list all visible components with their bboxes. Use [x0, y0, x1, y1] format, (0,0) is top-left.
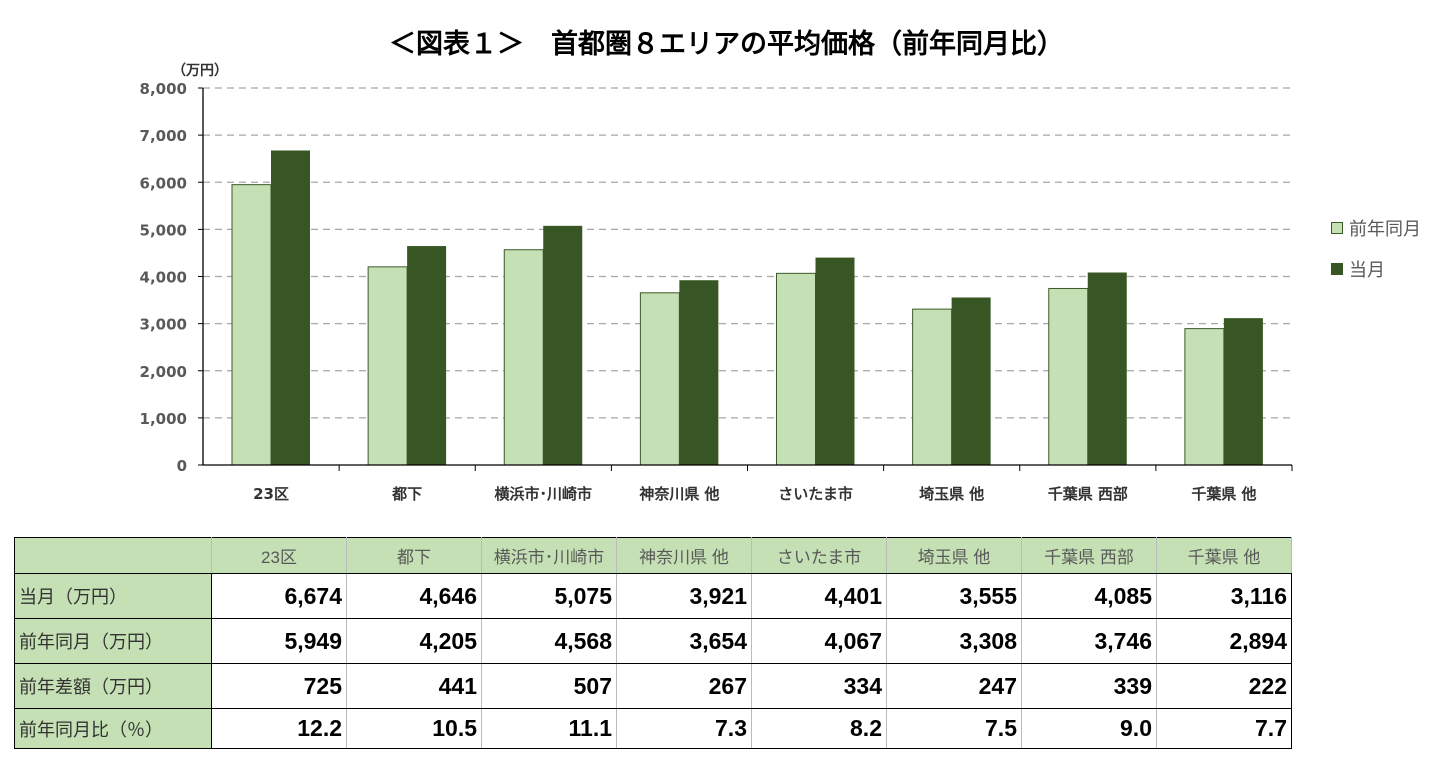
column-header: 埼玉県 他 [886, 537, 1022, 574]
table-cell: 3,308 [886, 618, 1022, 664]
bar-current [1223, 318, 1263, 465]
table-cell: 9.0 [1021, 708, 1157, 749]
table-cell: 2,894 [1156, 618, 1292, 664]
row-label: 前年同月（万円） [14, 618, 212, 664]
table-cell: 8.2 [751, 708, 887, 749]
x-tick-label: 埼玉県 他 [919, 485, 984, 503]
table-cell: 7.3 [616, 708, 752, 749]
table-cell: 6,674 [211, 573, 347, 619]
table-cell: 5,075 [481, 573, 617, 619]
bar-prev-year [503, 249, 544, 466]
y-tick-label: 5,000 [140, 221, 187, 239]
bar-prev-year [912, 308, 953, 466]
table-cell: 507 [481, 663, 617, 709]
table-cell: 3,555 [886, 573, 1022, 619]
column-header: さいたま市 [751, 537, 887, 574]
bar-current [271, 150, 310, 466]
y-axis-unit: （万円） [172, 63, 228, 79]
x-tick-label: 23区 [253, 485, 289, 503]
table-cell: 267 [616, 663, 752, 709]
table-row: 前年差額（万円） 725 441 507 267 334 247 339 222 [14, 663, 1292, 709]
table-cell: 4,401 [751, 573, 887, 619]
legend-label: 前年同月 [1349, 219, 1421, 240]
table-header-row: 23区 都下 横浜市･川崎市 神奈川県 他さいたま市 埼玉県 他千葉県 西部 千葉県 他 [14, 537, 1292, 574]
y-tick-label: 7,000 [140, 127, 187, 145]
bar-current [815, 257, 855, 465]
table-cell: 4,205 [346, 618, 482, 664]
table-cell: 222 [1156, 663, 1292, 709]
x-tick-label: 都下 [391, 485, 422, 503]
bar-chart: （万円） 0 1,000 2,000 3,000 4,000 5,000 6,000 7,000… [140, 63, 1293, 503]
column-header: 都下 [346, 537, 482, 574]
legend-swatch-prev-year [1331, 222, 1343, 234]
table-cell: 3,116 [1156, 573, 1292, 619]
y-tick-label: 4,000 [140, 269, 187, 287]
table-cell: 11.1 [481, 708, 617, 749]
legend-label: 当月 [1349, 260, 1385, 281]
table-cell: 5,949 [211, 618, 347, 664]
x-tick-label: 横浜市･川崎市 [495, 485, 593, 503]
corner-cell [14, 537, 212, 574]
x-tick-label: さいたま市 [778, 485, 853, 503]
bar-prev-year [639, 292, 680, 466]
table-cell: 7.7 [1156, 708, 1292, 749]
column-header: 神奈川県 他 [616, 537, 752, 574]
bar-current [407, 246, 447, 465]
table-cell: 441 [346, 663, 482, 709]
table-cell: 7.5 [886, 708, 1022, 749]
table-cell: 10.5 [346, 708, 482, 749]
bar-prev-year [1184, 328, 1225, 466]
y-tick-label: 3,000 [140, 316, 187, 334]
table-cell: 4,568 [481, 618, 617, 664]
y-tick-label: 0 [177, 457, 187, 475]
table-cell: 334 [751, 663, 887, 709]
bar-prev-year [367, 266, 408, 466]
column-header: 横浜市･川崎市 [481, 537, 617, 574]
table-cell: 339 [1021, 663, 1157, 709]
table-row: 前年同月（万円） 5,949 4,205 4,568 3,654 4,067 3,308 3,… [14, 618, 1292, 664]
row-label: 前年差額（万円） [14, 663, 212, 709]
data-table: 23区 都下 横浜市･川崎市 神奈川県 他さいたま市 埼玉県 他千葉県 西部 千葉県 他 … [14, 537, 1292, 749]
y-tick-label: 2,000 [140, 363, 187, 381]
bar-current [1087, 272, 1127, 465]
table-cell: 4,085 [1021, 573, 1157, 619]
y-tick-label: 8,000 [140, 80, 187, 98]
column-header: 千葉県 他 [1156, 537, 1292, 574]
legend-item-prev-year: 前年同月 [1331, 215, 1421, 241]
bar-current [951, 297, 991, 465]
y-tick-label: 1,000 [140, 410, 187, 428]
bar-prev-year [231, 184, 272, 466]
column-header: 23区 [211, 537, 347, 574]
table-cell: 4,646 [346, 573, 482, 619]
bar-prev-year [776, 272, 816, 466]
bar-current [543, 225, 583, 465]
x-tick-label: 神奈川県 他 [639, 485, 719, 503]
table-cell: 3,654 [616, 618, 752, 664]
table-cell: 12.2 [211, 708, 347, 749]
bar-prev-year [1048, 287, 1089, 466]
legend-swatch-current [1331, 263, 1343, 275]
y-tick-label: 6,000 [140, 174, 187, 192]
table-cell: 3,921 [616, 573, 752, 619]
table-row: 当月（万円） 6,674 4,646 5,075 3,921 4,401 3,555 4,08… [14, 573, 1292, 619]
table-cell: 725 [211, 663, 347, 709]
table-cell: 4,067 [751, 618, 887, 664]
chart-title: ＜図表１＞ 首都圏８エリアの平均価格（前年同月比） [389, 29, 1064, 60]
table-cell: 247 [886, 663, 1022, 709]
table-row: 前年同月比（％） 12.2 10.5 11.1 7.3 8.2 7.5 9.0 7.7 [14, 708, 1292, 749]
table-cell: 3,746 [1021, 618, 1157, 664]
legend-item-current: 当月 [1331, 256, 1385, 282]
x-tick-label: 千葉県 他 [1191, 485, 1256, 503]
x-tick-label: 千葉県 西部 [1048, 485, 1128, 503]
column-header: 千葉県 西部 [1021, 537, 1157, 574]
row-label: 当月（万円） [14, 573, 212, 619]
bar-current [679, 280, 719, 465]
row-label: 前年同月比（％） [14, 708, 212, 749]
